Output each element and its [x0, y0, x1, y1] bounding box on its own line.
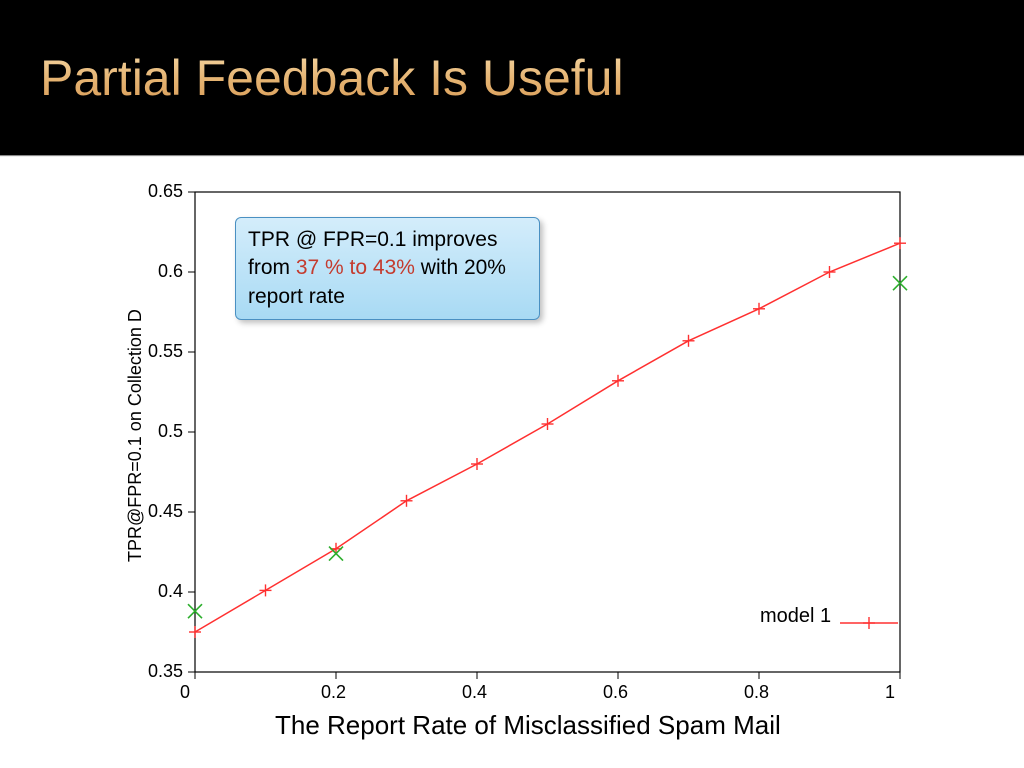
x-tick-label: 0.4 [462, 682, 487, 703]
y-tick-label: 0.35 [148, 661, 183, 682]
x-tick-label: 0.6 [603, 682, 628, 703]
slide-title: Partial Feedback Is Useful [40, 49, 624, 107]
y-tick-label: 0.4 [158, 581, 183, 602]
callout-highlight: 37 % to 43% [296, 256, 415, 279]
y-tick-label: 0.5 [158, 421, 183, 442]
callout-box: TPR @ FPR=0.1 improves from 37 % to 43% … [235, 217, 540, 320]
y-tick-label: 0.55 [148, 341, 183, 362]
x-tick-label: 0.8 [744, 682, 769, 703]
chart-area: TPR @ FPR=0.1 improves from 37 % to 43% … [0, 157, 1024, 768]
title-bar: Partial Feedback Is Useful [0, 0, 1024, 155]
y-tick-label: 0.65 [148, 181, 183, 202]
y-tick-label: 0.6 [158, 261, 183, 282]
x-tick-label: 0.2 [321, 682, 346, 703]
y-axis-label: TPR@FPR=0.1 on Collection D [125, 309, 146, 562]
legend-label: model 1 [760, 605, 831, 628]
x-tick-label: 1 [885, 682, 895, 703]
x-tick-label: 0 [180, 682, 190, 703]
x-axis-label: The Report Rate of Misclassified Spam Ma… [275, 710, 781, 741]
y-tick-label: 0.45 [148, 501, 183, 522]
